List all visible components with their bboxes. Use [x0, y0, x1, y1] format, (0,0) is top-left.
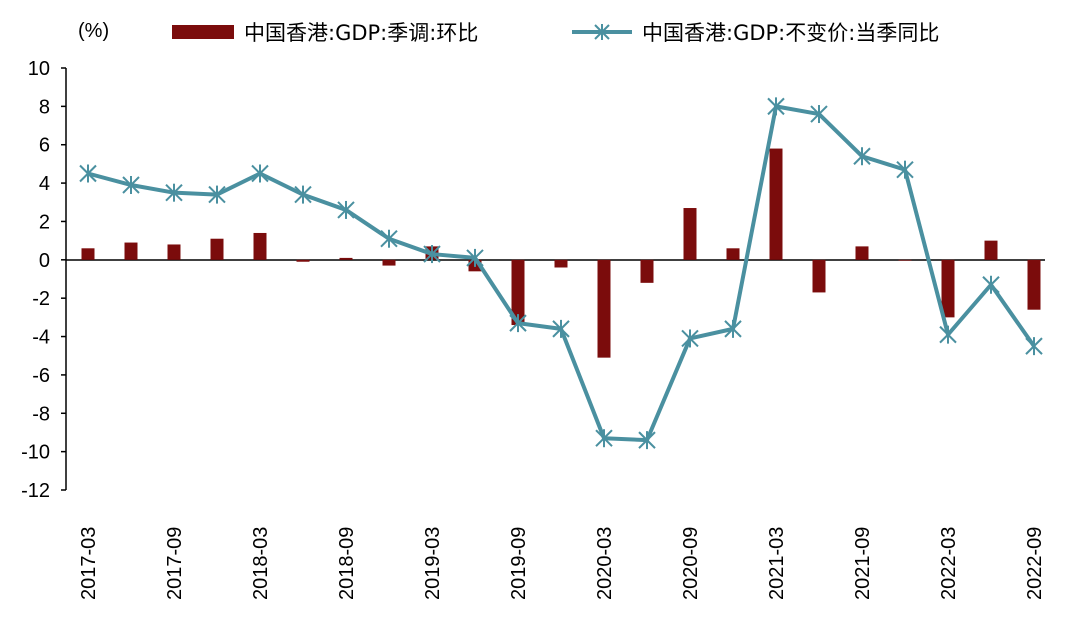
- bar-2021-03: [769, 148, 783, 260]
- bar-2017-06: [124, 242, 138, 260]
- line-point-2019-12: [552, 319, 570, 338]
- line-series: [79, 97, 1043, 450]
- x-tick-label: 2019-09: [508, 527, 530, 600]
- x-tick-label: 2018-09: [336, 527, 358, 600]
- bar-series: [81, 148, 1041, 358]
- x-ticks: 2017-03 2017-09 2018-03 2018-09 2019-03 2019-…: [78, 527, 1046, 600]
- y-tick-label: 10: [28, 58, 50, 80]
- legend: 中国香港:GDP:季调:环比 中国香港:GDP:不变价:当季同比: [172, 21, 939, 45]
- line-point-2018-12: [380, 229, 398, 248]
- line-point-2017-06: [122, 176, 140, 195]
- line-point-2017-09: [165, 183, 183, 202]
- y-tick-label: -6: [32, 365, 50, 387]
- y-unit-label: (%): [78, 20, 109, 42]
- bar-2018-09: [339, 257, 353, 260]
- y-tick-label: -4: [32, 327, 50, 349]
- bar-2020-09: [683, 208, 697, 260]
- bar-2021-12: [898, 259, 912, 261]
- bar-2019-09: [511, 259, 525, 326]
- x-tick-label: 2020-03: [594, 527, 616, 600]
- legend-line-marker: [594, 24, 610, 40]
- bar-2022-03: [941, 259, 955, 318]
- x-tick-label: 2019-03: [422, 527, 444, 600]
- y-ticks: 10 8 6 4 2 0 -2 -4 -6 -8 -10 -12: [21, 58, 66, 502]
- x-tick-label: 2022-03: [938, 527, 960, 600]
- line-path: [87, 104, 1036, 443]
- line-point-2021-09: [853, 147, 871, 166]
- line-point-2020-12: [724, 319, 742, 338]
- line-point-2021-03: [767, 97, 785, 116]
- bar-2018-06: [296, 259, 310, 262]
- line-point-2018-09: [337, 200, 355, 219]
- y-tick-label: -10: [21, 442, 50, 464]
- y-tick-label: 4: [39, 173, 50, 195]
- line-point-2020-09: [681, 329, 699, 348]
- bar-2019-12: [554, 259, 568, 268]
- bar-2020-03: [597, 259, 611, 358]
- bar-2021-09: [855, 246, 869, 260]
- line-point-2018-03: [251, 164, 269, 183]
- bar-2018-12: [382, 259, 396, 266]
- bar-2020-06: [640, 259, 654, 283]
- y-tick-label: 2: [39, 211, 50, 233]
- line-point-2022-03: [939, 325, 957, 344]
- x-tick-label: 2020-09: [680, 527, 702, 600]
- x-tick-label: 2021-09: [852, 527, 874, 600]
- line-point-2021-06: [810, 105, 828, 124]
- bar-2017-09: [167, 244, 181, 260]
- y-tick-label: 0: [39, 250, 50, 272]
- bar-2022-09: [1027, 259, 1041, 310]
- line-point-2019-09: [509, 314, 527, 333]
- legend-label-bar: 中国香港:GDP:季调:环比: [244, 21, 478, 45]
- y-tick-label: -8: [32, 403, 50, 425]
- legend-swatch-bar: [172, 25, 234, 39]
- bar-2022-06: [984, 240, 998, 260]
- bar-2017-03: [81, 248, 95, 260]
- line-point-2019-06: [466, 248, 484, 267]
- line-point-2017-12: [208, 185, 226, 204]
- line-point-2019-03: [423, 245, 441, 264]
- x-tick-label: 2022-09: [1024, 527, 1046, 600]
- line-point-2020-06: [638, 431, 656, 450]
- legend-label-line: 中国香港:GDP:不变价:当季同比: [642, 21, 939, 45]
- x-tick-label: 2021-03: [766, 527, 788, 600]
- y-tick-label: 6: [39, 135, 50, 157]
- line-point-2021-12: [896, 160, 914, 179]
- y-tick-label: 8: [39, 96, 50, 118]
- bar-2017-12: [210, 238, 224, 260]
- bar-2020-12: [726, 248, 740, 260]
- y-tick-label: -12: [21, 480, 50, 502]
- bar-2018-03: [253, 232, 267, 260]
- bar-2021-06: [812, 259, 826, 293]
- x-tick-label: 2018-03: [250, 527, 272, 600]
- y-tick-label: -2: [32, 288, 50, 310]
- x-tick-label: 2017-03: [78, 527, 100, 600]
- line-point-2018-06: [294, 185, 312, 204]
- line-point-2017-03: [79, 164, 97, 183]
- line-point-2022-06: [982, 275, 1000, 294]
- line-point-2022-09: [1025, 337, 1043, 356]
- line-point-2020-03: [595, 429, 613, 448]
- x-tick-label: 2017-09: [164, 527, 186, 600]
